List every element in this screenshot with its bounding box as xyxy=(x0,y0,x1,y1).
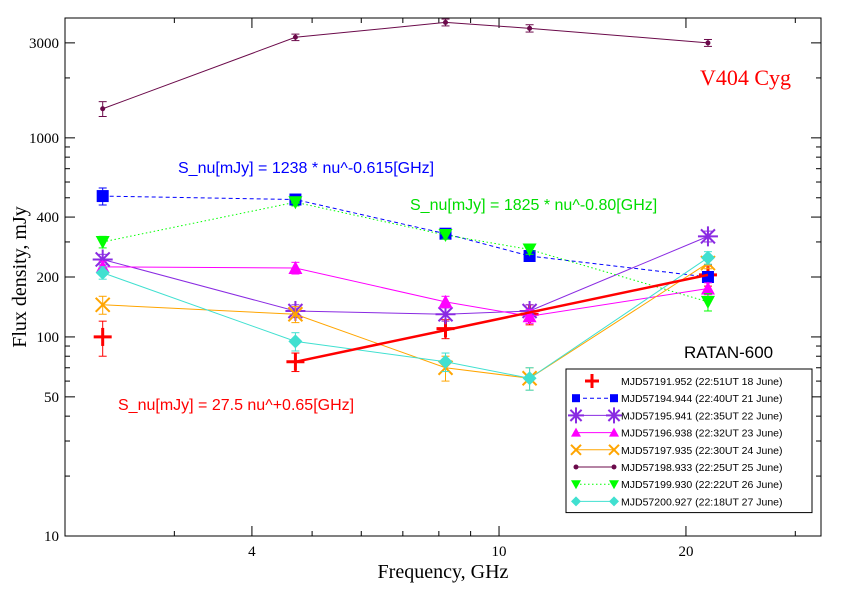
data-point xyxy=(95,265,110,280)
data-point xyxy=(94,297,111,313)
series-6 xyxy=(98,18,712,118)
y-axis-title: Flux density, mJy xyxy=(9,206,31,348)
fit-red-label: S_nu[mJy] = 27.5 nu^+0.65[GHz] xyxy=(118,397,354,414)
data-point xyxy=(287,306,304,322)
legend-marker xyxy=(609,427,619,437)
x-tick-label: 20 xyxy=(678,544,693,560)
y-tick-label: 50 xyxy=(44,390,59,406)
legend-marker xyxy=(610,394,618,403)
legend-marker xyxy=(607,409,621,422)
series-layer xyxy=(92,18,718,391)
x-axis-title: Frequency, GHz xyxy=(378,561,509,583)
legend-marker xyxy=(609,496,619,507)
fit-blue-label: S_nu[mJy] = 1238 * nu^-0.615[GHz] xyxy=(178,160,434,177)
data-point xyxy=(522,243,537,257)
data-point xyxy=(700,295,715,309)
data-point xyxy=(522,309,537,323)
data-point xyxy=(438,229,453,243)
series-line xyxy=(102,21,708,110)
legend: MJD57191.952 (22:51UT 18 June) MJD57194.9… xyxy=(565,368,813,514)
legend-marker xyxy=(611,464,617,470)
data-point xyxy=(100,106,106,112)
data-point xyxy=(438,294,453,308)
series-3 xyxy=(92,226,718,325)
series-line xyxy=(102,257,709,379)
series-1 xyxy=(93,264,717,373)
data-point xyxy=(443,19,449,25)
source-label: V404 Cyg xyxy=(700,65,791,90)
y-tick-label: 200 xyxy=(37,270,60,286)
data-point xyxy=(95,235,110,249)
legend-entry-label: MJD57194.944 (22:40UT 21 June) xyxy=(621,393,783,405)
legend-marker xyxy=(609,480,619,490)
legend-marker xyxy=(572,394,580,403)
legend-marker xyxy=(573,464,579,470)
legend-entry-label: MJD57199.930 (22:22UT 26 June) xyxy=(621,479,783,491)
legend-marker xyxy=(571,480,581,490)
data-point xyxy=(700,250,715,265)
data-point xyxy=(288,196,303,210)
data-point xyxy=(292,34,298,40)
data-point xyxy=(94,251,111,268)
data-point xyxy=(438,354,453,369)
data-point xyxy=(288,260,303,274)
axes-group: 4 10 20 10 50 100 200 400 1000 3000 xyxy=(29,18,821,560)
x-tick-label: 10 xyxy=(492,544,507,560)
data-point xyxy=(700,228,716,245)
data-point xyxy=(437,306,454,322)
fit-green-label: S_nu[mJy] = 1825 * nu^-0.80[GHz] xyxy=(410,197,657,214)
data-point xyxy=(701,271,714,283)
legend-marker xyxy=(569,409,583,422)
data-point xyxy=(288,334,303,349)
legend-box xyxy=(565,368,813,514)
legend-entry-label: MJD57191.952 (22:51UT 18 June) xyxy=(621,376,783,388)
x-tick-label: 4 xyxy=(248,544,256,560)
legend-marker xyxy=(571,496,581,507)
data-point xyxy=(705,40,711,46)
data-point xyxy=(96,190,109,203)
legend-marker xyxy=(571,427,581,437)
y-tick-label: 3000 xyxy=(29,36,59,52)
y-tick-label: 10 xyxy=(44,529,59,545)
data-point xyxy=(522,371,537,386)
telescope-label: RATAN-600 xyxy=(684,343,773,362)
series-8 xyxy=(95,250,715,391)
series-line xyxy=(102,262,709,379)
y-tick-label: 400 xyxy=(37,210,60,226)
legend-marker xyxy=(608,444,620,456)
legend-entry-label: MJD57196.938 (22:32UT 23 June) xyxy=(621,428,783,440)
y-tick-label: 100 xyxy=(37,330,60,346)
series-line xyxy=(102,201,709,303)
data-point xyxy=(700,281,715,295)
legend-marker xyxy=(570,444,582,456)
legend-entry-label: MJD57197.935 (22:30UT 24 June) xyxy=(621,445,783,457)
series-7 xyxy=(95,196,715,312)
fit-line-red xyxy=(295,273,709,364)
legend-entry-label: MJD57195.941 (22:35UT 22 June) xyxy=(621,410,783,422)
legend-entry-label: MJD57198.933 (22:25UT 25 June) xyxy=(621,462,783,474)
data-point xyxy=(527,25,533,31)
y-tick-label: 1000 xyxy=(29,131,59,147)
legend-entry-label: MJD57200.927 (22:18UT 27 June) xyxy=(621,496,783,508)
